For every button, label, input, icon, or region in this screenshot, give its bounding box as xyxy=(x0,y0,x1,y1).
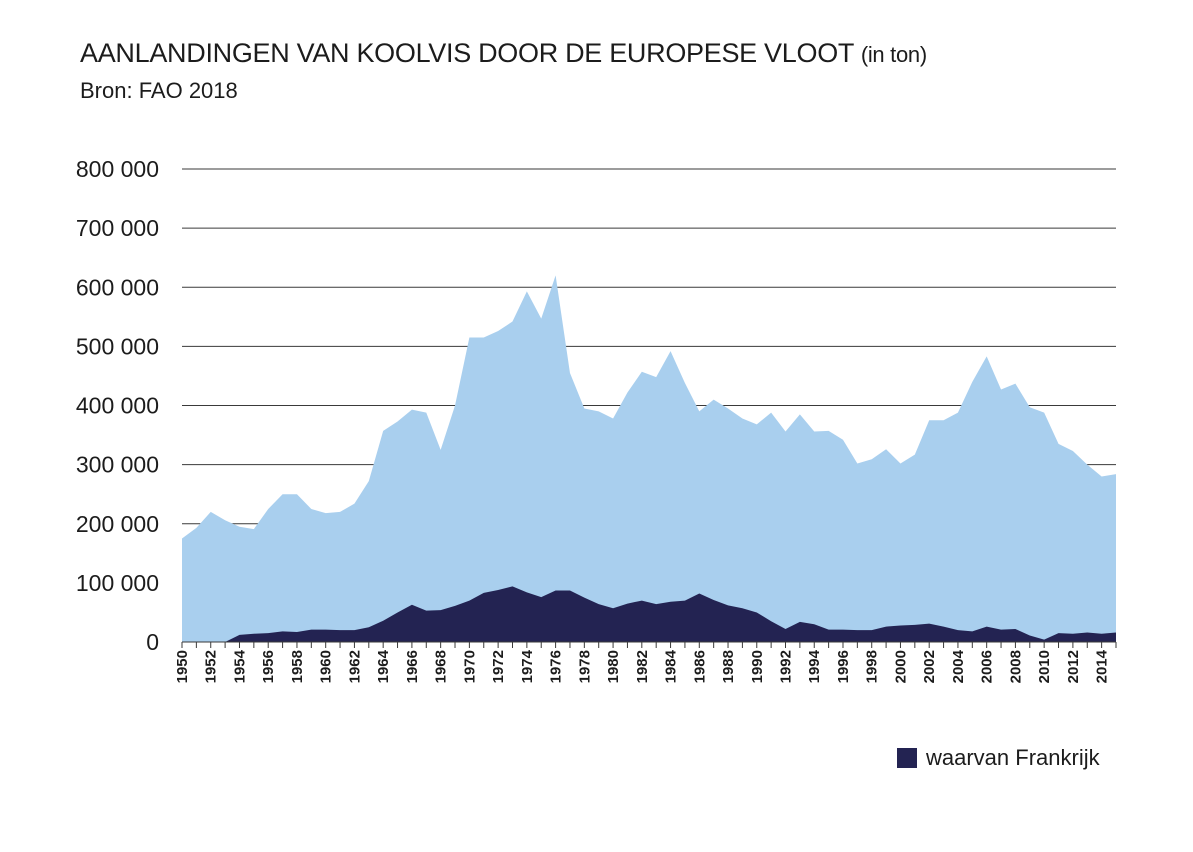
y-tick-label: 600 000 xyxy=(76,274,159,300)
x-tick-label: 1998 xyxy=(864,650,881,683)
x-tick-label: 1982 xyxy=(634,650,651,683)
y-tick-label: 400 000 xyxy=(76,393,159,419)
x-tick-label: 2004 xyxy=(950,649,967,683)
series-area-total xyxy=(182,275,1116,642)
series-areas xyxy=(182,275,1116,642)
chart-title-unit: (in ton) xyxy=(860,42,927,67)
y-tick-label: 200 000 xyxy=(76,511,159,537)
x-tick-label: 2014 xyxy=(1094,649,1111,683)
x-tick-label: 1964 xyxy=(375,649,392,683)
x-tick-label: 1950 xyxy=(174,650,191,683)
x-tick-label: 1968 xyxy=(433,650,450,683)
x-tick-label: 2000 xyxy=(892,650,909,683)
legend-label: waarvan Frankrijk xyxy=(926,745,1100,770)
x-tick-label: 1988 xyxy=(720,650,737,683)
y-tick-label: 0 xyxy=(146,629,159,655)
x-tick-label: 1992 xyxy=(778,650,795,683)
x-tick-label: 1986 xyxy=(691,650,708,683)
x-tick-label: 1996 xyxy=(835,650,852,683)
x-tick-label: 1994 xyxy=(806,649,823,683)
x-tick-label: 1972 xyxy=(490,650,507,683)
y-tick-label: 500 000 xyxy=(76,333,159,359)
x-tick-label: 1978 xyxy=(576,650,593,683)
x-tick-label: 1954 xyxy=(231,649,248,683)
x-tick-label: 1966 xyxy=(404,650,421,683)
x-tick-label: 1980 xyxy=(605,650,622,683)
x-tick-label: 1990 xyxy=(749,650,766,683)
x-tick-label: 2006 xyxy=(979,650,996,683)
chart-title: AANLANDINGEN VAN KOOLVIS DOOR DE EUROPES… xyxy=(80,38,927,69)
x-tick-label: 2002 xyxy=(921,650,938,683)
x-tick-label: 2008 xyxy=(1007,650,1024,683)
chart-subtitle: Bron: FAO 2018 xyxy=(80,78,238,103)
x-tick-label: 1976 xyxy=(548,650,565,683)
y-tick-label: 700 000 xyxy=(76,215,159,241)
x-tick-label: 1958 xyxy=(289,650,306,683)
x-tick-label: 1952 xyxy=(203,650,220,683)
chart-title-text: AANLANDINGEN VAN KOOLVIS DOOR DE EUROPES… xyxy=(80,38,854,68)
y-axis-tick-labels: 0 100 000 200 000 300 000 400 000 500 000 600 … xyxy=(76,156,159,655)
x-tick-label: 1956 xyxy=(260,650,277,683)
legend: waarvan Frankrijk xyxy=(897,745,1100,771)
y-tick-label: 300 000 xyxy=(76,452,159,478)
series-area-france xyxy=(182,586,1116,642)
x-tick-label: 2012 xyxy=(1065,650,1082,683)
x-tick-label: 1974 xyxy=(519,649,536,683)
x-tick-label: 1984 xyxy=(663,649,680,683)
x-axis-tick-labels: 1950 1952 1954 1956 1958 1960 1962 1964 1966 1968… xyxy=(174,642,1117,683)
x-tick-label: 2010 xyxy=(1036,650,1053,683)
x-tick-label: 1970 xyxy=(461,650,478,683)
x-tick-label: 1960 xyxy=(318,650,335,683)
y-tick-label: 800 000 xyxy=(76,156,159,182)
x-tick-label: 1962 xyxy=(346,650,363,683)
y-tick-label: 100 000 xyxy=(76,570,159,596)
legend-swatch xyxy=(897,748,917,768)
